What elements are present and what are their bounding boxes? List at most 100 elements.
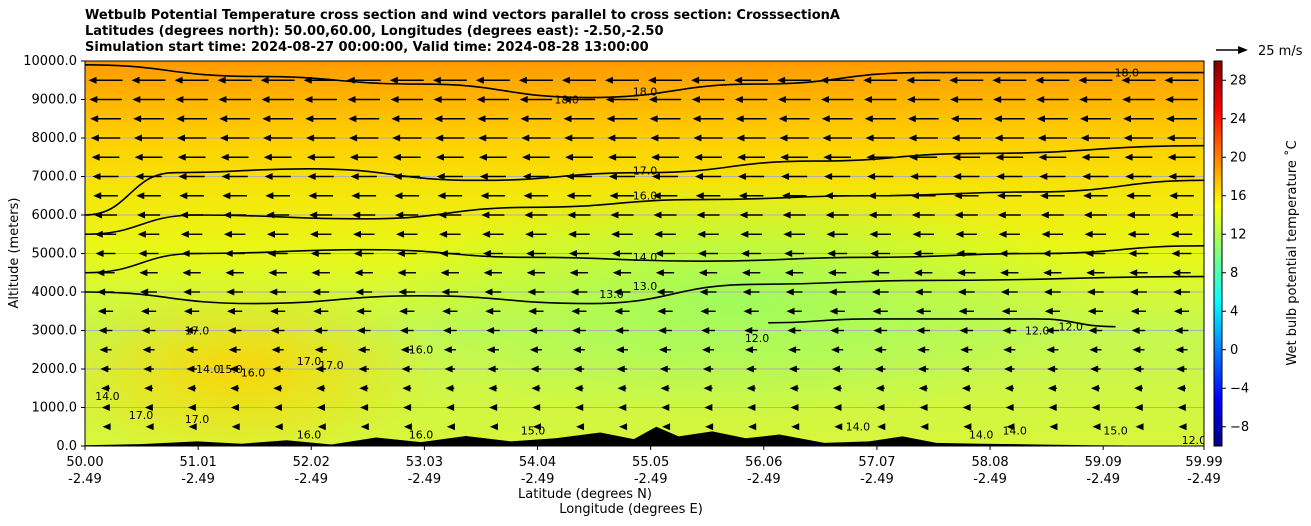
- wind-vector: [223, 230, 246, 238]
- wind-vector: [182, 269, 201, 277]
- colorbar-tick-label: −4: [1230, 381, 1249, 396]
- wind-vector: [1090, 384, 1100, 392]
- wind-vector: [1128, 250, 1149, 257]
- wind-vector: [1123, 134, 1154, 142]
- y-tick-label: 5000.0: [32, 247, 78, 262]
- y-tick-label: 2000.0: [32, 362, 78, 377]
- contour-label: 16.0: [409, 344, 434, 357]
- wind-vector: [961, 365, 972, 373]
- wind-vector: [871, 288, 889, 296]
- wind-vector: [187, 384, 197, 392]
- contour-label: 13.0: [599, 288, 624, 301]
- wind-vector: [389, 76, 424, 84]
- wind-vector: [866, 153, 895, 161]
- wind-vector: [527, 288, 545, 296]
- wind-vector: [656, 288, 674, 296]
- wind-vector: [316, 384, 326, 392]
- wind-vector: [1044, 307, 1060, 315]
- wind-vector: [1175, 346, 1188, 354]
- wind-vector: [317, 404, 326, 411]
- y-tick-label: 4000.0: [32, 285, 78, 300]
- wind-vector: [393, 173, 420, 180]
- wind-vector: [270, 327, 285, 334]
- wind-vector: [1049, 423, 1058, 431]
- wind-vector: [219, 115, 251, 123]
- wind-vector: [998, 230, 1021, 238]
- x-tick-label-lon: -2.49: [634, 472, 668, 487]
- wind-vector: [315, 365, 326, 373]
- wind-vector: [144, 404, 153, 411]
- wind-vector: [313, 307, 329, 315]
- chart-title-line-3: Simulation start time: 2024-08-27 00:00:…: [85, 40, 649, 55]
- wind-vector: [396, 230, 418, 238]
- wind-vector: [1164, 76, 1199, 84]
- wind-vector: [264, 173, 291, 180]
- wind-vector: [993, 96, 1026, 103]
- wind-vector: [950, 96, 983, 103]
- wind-vector: [439, 230, 461, 238]
- wind-vector: [391, 115, 423, 123]
- wind-vector: [263, 153, 292, 161]
- wind-vector: [741, 269, 761, 277]
- wind-vector: [737, 153, 765, 161]
- wind-vector: [522, 173, 549, 180]
- wind-vector: [351, 192, 377, 200]
- wind-vector: [955, 230, 978, 238]
- wind-vector: [829, 307, 845, 315]
- wind-vector: [867, 173, 894, 180]
- wind-vector: [262, 115, 294, 123]
- contour-line-12: [768, 318, 1116, 328]
- x-tick-label-lon: -2.49: [1187, 472, 1221, 487]
- wind-vector: [220, 153, 249, 161]
- wind-vector: [735, 115, 767, 123]
- wind-vector: [961, 384, 971, 392]
- wind-vector: [745, 365, 757, 373]
- wind-vector: [1172, 269, 1191, 277]
- wind-vector: [1083, 192, 1108, 200]
- wind-vector: [356, 307, 372, 315]
- wind-vector: [354, 269, 373, 277]
- wind-vector: [307, 173, 334, 180]
- wind-vector: [781, 192, 807, 200]
- wind-vector: [1086, 269, 1105, 277]
- wind-vector: [529, 346, 542, 354]
- contour-label: 14.0: [969, 428, 994, 441]
- wind-vector: [569, 269, 589, 277]
- wind-vector: [529, 327, 543, 334]
- wind-vector: [353, 250, 374, 257]
- wind-vector: [532, 423, 541, 431]
- wind-vector: [616, 365, 628, 373]
- wind-vector: [618, 404, 627, 411]
- plot-area: 18.0 18.0 18.0 17.0 16.0 14.0 13.0 13.0 12.0 12.0…: [85, 61, 1204, 446]
- wind-vector: [143, 365, 154, 373]
- wind-vector: [743, 307, 759, 315]
- wind-vector: [747, 404, 756, 411]
- wind-vector: [349, 134, 379, 142]
- wind-vector: [572, 327, 586, 334]
- wind-vector: [91, 153, 120, 161]
- wind-vector: [438, 211, 462, 219]
- wind-vector: [183, 288, 200, 296]
- wind-vector: [1039, 173, 1066, 180]
- wind-vector: [263, 134, 293, 142]
- wind-vector: [693, 134, 723, 142]
- wind-vector: [441, 288, 459, 296]
- wind-vector: [528, 307, 544, 315]
- wind-vector: [820, 96, 854, 103]
- wind-vector: [223, 211, 247, 219]
- contour-label: 15.0: [1103, 424, 1128, 437]
- contour-label: 14.0: [1002, 424, 1027, 437]
- wind-vector: [101, 404, 110, 411]
- wind-vector: [485, 307, 501, 315]
- wind-vector: [1169, 192, 1194, 200]
- contour-label: 16.0: [297, 428, 322, 441]
- colorbar-tick-label: 28: [1230, 73, 1247, 88]
- wind-vector: [228, 346, 241, 354]
- wind-vector: [607, 134, 637, 142]
- wind-vector: [1002, 327, 1017, 334]
- wind-vector: [89, 96, 122, 103]
- wind-vector: [483, 269, 503, 277]
- wind-vector: [435, 153, 464, 161]
- wind-vector: [576, 423, 585, 431]
- wind-vector: [477, 115, 509, 123]
